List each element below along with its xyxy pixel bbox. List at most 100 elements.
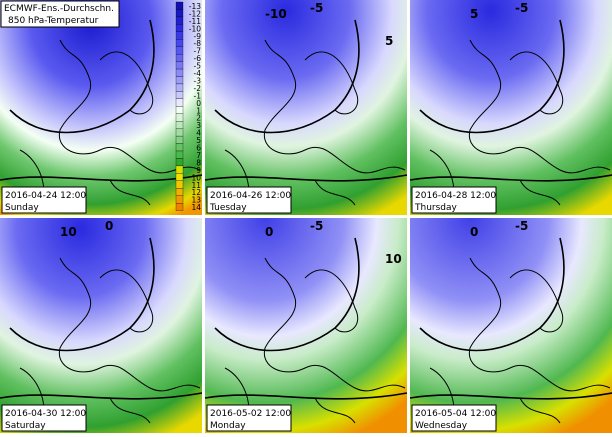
legend-label: -10	[189, 24, 201, 33]
contour-label: -5	[515, 219, 528, 233]
legend-label: 12	[191, 188, 201, 197]
date-box	[206, 404, 292, 432]
legend-swatch	[175, 188, 184, 196]
coastline	[224, 39, 406, 211]
date-box	[206, 186, 292, 214]
contour-label: 5	[385, 34, 393, 48]
legend-label: -5	[194, 62, 202, 71]
legend-swatch	[175, 46, 184, 55]
legend-label: 1	[196, 106, 201, 115]
isotherm	[409, 19, 612, 182]
coastline	[19, 39, 201, 211]
coastline	[429, 39, 611, 211]
legend-label: 7	[196, 151, 201, 160]
temperature-field	[410, 218, 612, 433]
date-label: 2016-04-24 12:00	[5, 191, 86, 201]
legend-label: -4	[194, 69, 202, 78]
contour-label: 10	[385, 252, 402, 266]
legend-swatch	[175, 98, 184, 107]
day-label: Wednesday	[415, 421, 468, 431]
legend-label: 5	[196, 136, 201, 145]
date-label: 2016-05-02 12:00	[210, 409, 291, 419]
legend-swatch	[175, 195, 184, 204]
legend-swatch	[175, 106, 184, 114]
temperature-field	[0, 218, 202, 433]
legend-label: -2	[194, 84, 202, 93]
legend-swatch	[175, 135, 184, 144]
legend-label: -7	[194, 47, 202, 56]
legend-label: 0	[196, 99, 201, 108]
contour-label: 0	[470, 225, 478, 239]
day-label: Thursday	[414, 203, 458, 213]
date-box	[411, 404, 497, 432]
coastline	[224, 257, 406, 429]
legend-swatch	[175, 121, 184, 129]
title-box	[0, 0, 120, 28]
contour-label: 10	[60, 225, 77, 239]
contour-label: -5	[310, 1, 323, 15]
date-label: 2016-04-28 12:00	[415, 191, 496, 201]
legend-swatch	[175, 83, 184, 92]
legend-label: -1	[194, 91, 202, 100]
isotherm	[0, 19, 203, 182]
day-label: Saturday	[5, 421, 46, 431]
contour-label: 0	[105, 219, 113, 233]
legend-swatch	[175, 158, 184, 167]
legend-swatch	[175, 24, 184, 32]
legend-swatch	[175, 128, 184, 137]
legend-swatch	[175, 165, 184, 174]
legend-swatch	[175, 180, 184, 189]
legend-label: -6	[194, 54, 202, 63]
temperature-field	[205, 218, 407, 433]
isotherm	[204, 19, 408, 182]
legend-swatch	[175, 150, 184, 159]
legend-swatch	[175, 113, 184, 122]
legend-label: 4	[196, 129, 201, 138]
legend-label: 3	[196, 121, 201, 130]
legend-label: 9	[196, 166, 201, 175]
date-box	[411, 186, 497, 214]
legend-label: -3	[194, 76, 202, 85]
title: ECMWF-Ens.-Durchschn.	[4, 4, 114, 14]
coastline	[19, 257, 201, 429]
legend-label: -13	[189, 2, 201, 11]
date-box	[1, 186, 87, 214]
legend-label: -12	[189, 9, 201, 18]
temperature-field	[0, 0, 202, 215]
legend-label: 2	[196, 114, 201, 123]
legend-swatch	[175, 91, 184, 100]
contour-label: 0	[265, 225, 273, 239]
isotherm	[409, 237, 612, 400]
legend-label: 10	[191, 173, 201, 182]
legend-label: -11	[189, 17, 201, 26]
legend-label: 8	[196, 158, 201, 167]
day-label: Sunday	[5, 203, 39, 213]
day-label: Tuesday	[209, 203, 247, 213]
map-panel: -5 5 2016-04-28 12:00 Thursday	[409, 0, 612, 215]
legend-swatch	[175, 54, 184, 62]
contour-label: 5	[470, 7, 478, 21]
contour-label: -10	[265, 7, 287, 21]
legend-swatch	[175, 16, 184, 25]
date-box	[1, 404, 87, 432]
legend-swatch	[175, 39, 184, 47]
legend-swatch	[175, 173, 184, 181]
legend-swatch	[175, 31, 184, 40]
map-panel: -5 0 10 2016-05-02 12:00 Monday	[204, 218, 408, 433]
isotherm	[204, 237, 408, 400]
coastline	[429, 257, 611, 429]
map-panel: -5 0 2016-05-04 12:00 Wednesday	[409, 218, 612, 433]
day-label: Monday	[210, 421, 246, 431]
legend-swatch	[175, 68, 184, 77]
date-label: 2016-04-26 12:00	[210, 191, 291, 201]
subtitle: 850 hPa-Temperatur	[8, 16, 99, 26]
legend-swatch	[175, 61, 184, 70]
legend-swatch	[175, 9, 184, 18]
legend-swatch	[175, 1, 184, 10]
legend-swatch	[175, 143, 184, 152]
contour-label: -5	[310, 219, 323, 233]
contour-label: -5	[515, 1, 528, 15]
map-panel: 2016-04-24 12:00 Sunday	[0, 0, 203, 215]
